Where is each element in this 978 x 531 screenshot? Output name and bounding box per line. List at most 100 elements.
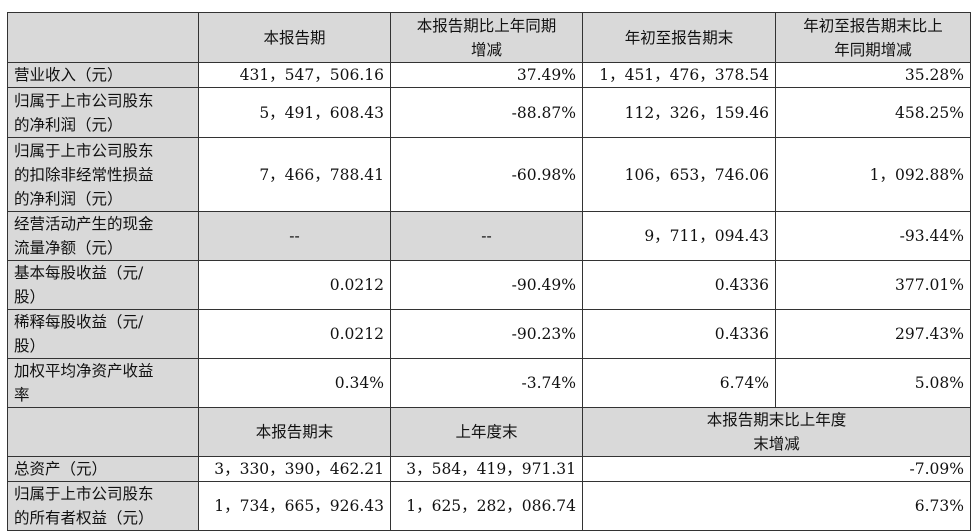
value-cell: 5，491，608.43 [198,87,391,138]
value-cell: 9，711，094.43 [582,211,776,261]
value-cell: -7.09% [582,456,971,482]
value-cell: 5.08% [775,358,971,408]
cell-text: 本报告期末比上年度末增减 [706,411,847,453]
row-label: 总资产（元） [7,456,199,482]
value-cell: -90.23% [390,309,583,359]
value-cell: 6.74% [582,358,776,408]
value-cell: 377.01% [775,260,971,310]
data-row: 总资产（元） 3，330，390，462.21 3，584，419，971.31 -7… [7,456,971,482]
financial-table: 本报告期 本报告期比上年同期增减 年初至报告期末 年初至报告期末比上年同期增减 营业收入… [7,12,971,531]
header-cell: 上年度末 [390,407,583,457]
row-label: 稀释每股收益（元/股） [7,309,199,359]
cell-text: 0.34% [334,374,384,392]
cell-text: 1，451，476，378.54 [599,66,769,84]
data-row: 归属于上市公司股东的所有者权益（元） 1，734，665，926.43 1，625，… [7,481,971,531]
value-cell: -- [198,211,391,261]
cell-text: 9，711，094.43 [644,227,769,245]
value-cell: 431，547，506.16 [198,62,391,88]
cell-text: 297.43% [895,325,964,343]
row-label: 归属于上市公司股东的所有者权益（元） [7,481,199,531]
value-cell: -90.49% [390,260,583,310]
header-cell: 年初至报告期末 [582,12,776,63]
value-cell: 0.34% [198,358,391,408]
cell-text: 112，326，159.46 [624,103,769,122]
cell-text: 37.49% [516,66,576,84]
data-row: 稀释每股收益（元/股） 0.0212 -90.23% 0.4336 297.43% [7,309,971,359]
cell-text: 加权平均净资产收益率 [14,362,154,404]
cell-text: 5，491，608.43 [259,103,384,122]
cell-text: 本报告期 [263,28,326,47]
value-cell: 7，466，788.41 [198,137,391,212]
data-row: 营业收入（元） 431，547，506.16 37.49% 1，451，476，378… [7,62,971,88]
value-cell: 1，625，282，086.74 [390,481,583,531]
row-label: 经营活动产生的现金流量净额（元） [7,211,199,261]
cell-text: 营业收入（元） [14,66,123,84]
value-cell: 3，584，419，971.31 [390,456,583,482]
cell-text: 本报告期比上年同期增减 [416,16,557,59]
cell-text: 归属于上市公司股东的净利润（元） [14,91,154,134]
cell-text: 1，092.88% [869,165,964,184]
value-cell: -93.44% [775,211,971,261]
cell-text: 经营活动产生的现金流量净额（元） [14,215,154,257]
value-cell: 106，653，746.06 [582,137,776,212]
cell-text: 431，547，506.16 [239,66,384,84]
cell-text: -60.98% [511,165,576,184]
cell-text: 1，625，282，086.74 [406,497,576,515]
cell-text: 归属于上市公司股东的所有者权益（元） [14,485,154,527]
corner-cell [7,407,199,457]
cell-text: 总资产（元） [14,460,108,478]
cell-text: -- [481,227,492,245]
value-cell: 37.49% [390,62,583,88]
cell-text: 3，584，419，971.31 [406,460,576,478]
value-cell: 0.4336 [582,309,776,359]
data-row: 归属于上市公司股东的净利润（元） 5，491，608.43 -88.87% 112，3… [7,87,971,138]
cell-text: -3.74% [521,374,576,392]
cell-text: 0.4336 [714,276,769,294]
header-cell: 本报告期末 [198,407,391,457]
cell-text: -88.87% [511,103,576,122]
cell-text: -90.49% [511,276,576,294]
data-row: 加权平均净资产收益率 0.34% -3.74% 6.74% 5.08% [7,358,971,408]
cell-text: 6.74% [719,374,769,392]
cell-text: 3，330，390，462.21 [214,460,384,478]
value-cell: -60.98% [390,137,583,212]
row-label: 营业收入（元） [7,62,199,88]
header-cell: 本报告期末比上年度末增减 [582,407,971,457]
cell-text: -93.44% [899,227,964,245]
value-cell: 297.43% [775,309,971,359]
cell-text: 1，734，665，926.43 [214,497,384,515]
cell-text: 稀释每股收益（元/股） [14,313,144,355]
value-cell: 458.25% [775,87,971,138]
value-cell: 3，330，390，462.21 [198,456,391,482]
header-cell: 本报告期比上年同期增减 [390,12,583,63]
header-cell: 年初至报告期末比上年同期增减 [775,12,971,63]
row-label: 基本每股收益（元/股） [7,260,199,310]
value-cell: 0.0212 [198,309,391,359]
cell-text: 0.4336 [714,325,769,343]
cell-text: 106，653，746.06 [624,165,769,184]
row-label: 归属于上市公司股东的扣除非经常性损益的净利润（元） [7,137,199,212]
value-cell: 1，734，665，926.43 [198,481,391,531]
cell-text: 归属于上市公司股东的扣除非经常性损益的净利润（元） [14,141,154,208]
value-cell: 112，326，159.46 [582,87,776,138]
cell-text: -7.09% [909,460,964,478]
header-row: 本报告期 本报告期比上年同期增减 年初至报告期末 年初至报告期末比上年同期增减 [7,12,971,63]
cell-text: 377.01% [895,276,964,294]
data-row: 归属于上市公司股东的扣除非经常性损益的净利润（元） 7，466，788.41 -60… [7,137,971,212]
value-cell: 6.73% [582,481,971,531]
cell-text: -- [289,227,300,245]
value-cell: 35.28% [775,62,971,88]
corner-cell [7,12,199,63]
value-cell: 1，451，476，378.54 [582,62,776,88]
cell-text: 7，466，788.41 [259,165,384,184]
header-cell: 本报告期 [198,12,391,63]
cell-text: 年初至报告期末 [624,28,734,47]
cell-text: 本报告期末 [255,423,334,441]
cell-text: 上年度末 [455,423,518,441]
cell-text: 458.25% [895,103,964,122]
value-cell: 0.0212 [198,260,391,310]
table-body: 本报告期 本报告期比上年同期增减 年初至报告期末 年初至报告期末比上年同期增减 营业收入… [7,12,971,531]
subheader-row: 本报告期末 上年度末 本报告期末比上年度末增减 [7,407,971,457]
value-cell: 0.4336 [582,260,776,310]
value-cell: -- [390,211,583,261]
